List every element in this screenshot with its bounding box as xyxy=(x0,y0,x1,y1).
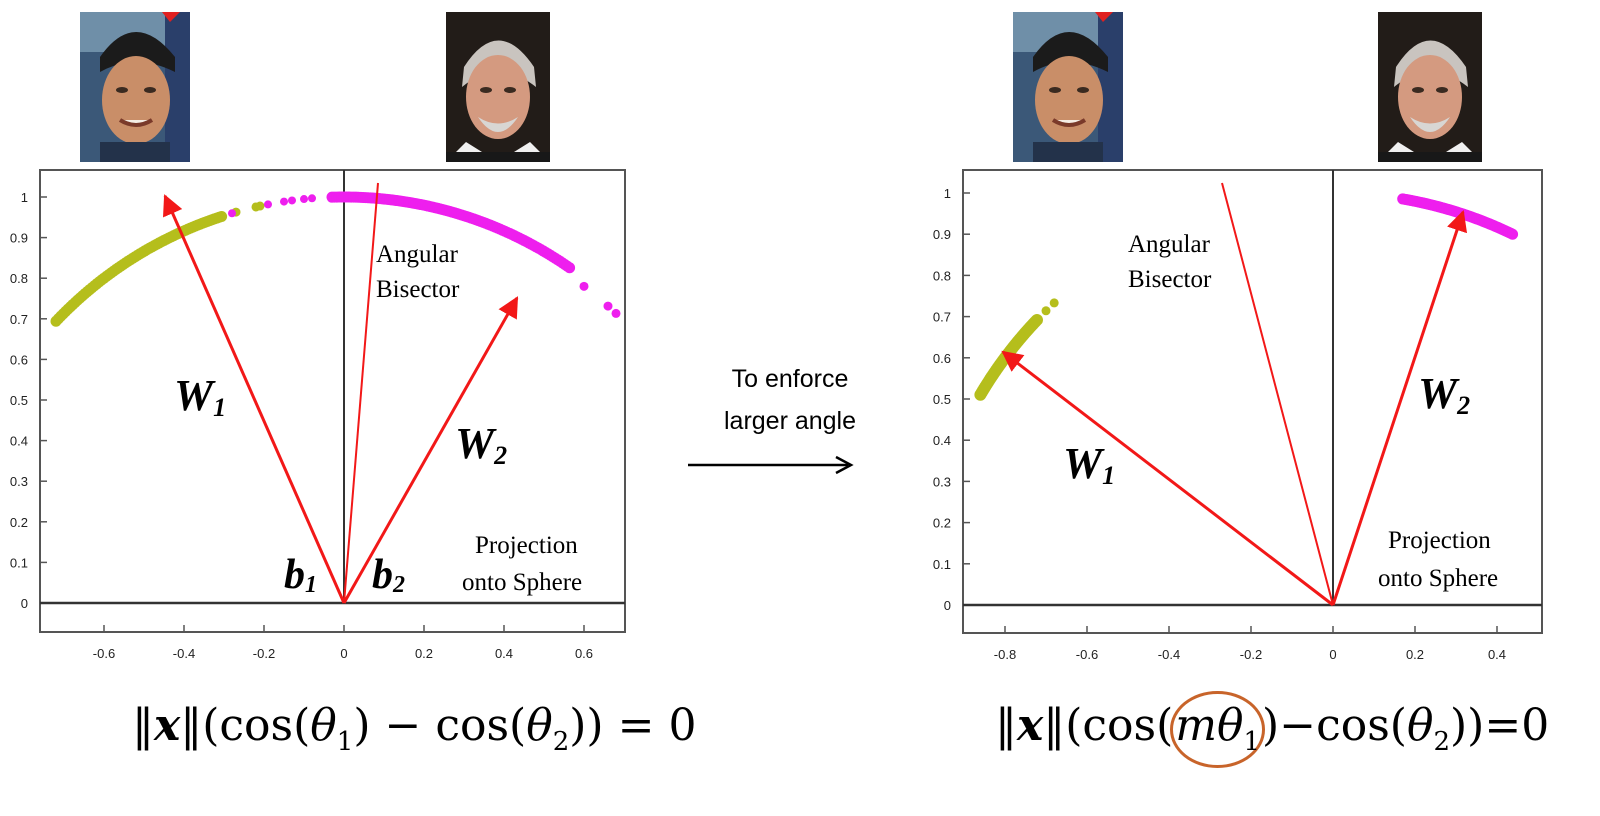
right-y-tick-label: 0.2 xyxy=(933,516,951,531)
left-w2-vector xyxy=(342,296,519,604)
left-x-tick-label: 0.4 xyxy=(495,646,513,661)
face-photo-class1-right xyxy=(1013,12,1123,162)
left-y-tick-label: 0.6 xyxy=(10,352,28,367)
right-plot-frame xyxy=(962,169,1543,634)
right-y-tick-label: 1 xyxy=(944,186,951,201)
transition-arrow-head xyxy=(835,455,854,475)
right-x-axis: -0.8 -0.6 -0.4 -0.2 0 0.2 0.4 xyxy=(994,626,1506,662)
left-x-tick-label: 0.2 xyxy=(415,646,433,661)
right-y-tick-label: 0 xyxy=(944,598,951,613)
class1-point xyxy=(255,201,265,211)
right-projection-label-line2: onto Sphere xyxy=(1378,565,1498,592)
right-w1-label: W1 xyxy=(1063,439,1115,490)
right-projection-label-line1: Projection xyxy=(1388,527,1491,554)
class2-point xyxy=(300,195,308,204)
right-x-tick-label: -0.6 xyxy=(1076,647,1098,662)
left-bisector-label-line1: Angular xyxy=(376,241,459,268)
left-b1-label: b1 xyxy=(284,552,317,598)
class1-point xyxy=(216,210,228,222)
right-point-clouds xyxy=(974,193,1519,401)
left-y-tick-label: 0.2 xyxy=(10,515,28,530)
left-w1-vector xyxy=(162,194,346,604)
class1-point xyxy=(1049,298,1059,308)
right-x-tick-label: 0.4 xyxy=(1488,647,1506,662)
class2-point xyxy=(603,301,613,311)
class1-point xyxy=(1041,306,1051,316)
left-y-tick-label: 0.5 xyxy=(10,393,28,408)
left-x-tick-label: -0.2 xyxy=(253,646,275,661)
right-angular-bisector-line xyxy=(1221,182,1334,606)
left-y-tick-label: 0.8 xyxy=(10,271,28,286)
transition-caption-line1: To enforce xyxy=(731,365,849,393)
left-y-axis: 0 0.1 0.2 0.3 0.4 0.5 0.6 0.7 0.8 0.9 1 xyxy=(10,190,47,611)
margin-highlight-circle: mθ1 xyxy=(1170,691,1266,768)
right-w2-label: W2 xyxy=(1418,369,1470,420)
right-x-tick-label: -0.2 xyxy=(1240,647,1262,662)
class2-point xyxy=(288,196,296,205)
left-y-tick-label: 0.3 xyxy=(10,474,28,489)
right-y-tick-label: 0.1 xyxy=(933,557,951,572)
face-photo-class2-right xyxy=(1378,12,1482,162)
right-x-tick-label: 0.2 xyxy=(1406,647,1424,662)
left-point-clouds xyxy=(50,191,621,327)
left-x-axis: -0.6 -0.4 -0.2 0 0.2 0.4 0.6 xyxy=(93,625,593,661)
left-y-tick-label: 0.7 xyxy=(10,312,28,327)
left-projection-label-line2: onto Sphere xyxy=(462,569,582,596)
class2-point xyxy=(280,197,288,206)
class2-point xyxy=(308,194,316,203)
transition-caption: To enforce larger angle xyxy=(660,358,920,442)
right-bisector-label-line1: Angular xyxy=(1128,231,1211,258)
right-y-tick-label: 0.8 xyxy=(933,268,951,283)
left-angular-bisector-line xyxy=(343,182,379,604)
left-bisector-label-line2: Bisector xyxy=(376,276,460,303)
left-y-tick-label: 0 xyxy=(21,596,28,611)
left-x-tick-label: 0.6 xyxy=(575,646,593,661)
left-y-tick-label: 1 xyxy=(21,190,28,205)
left-decision-boundary-formula: ‖x‖(cos(θ1) − cos(θ2)) = 0 xyxy=(132,700,697,757)
right-y-tick-label: 0.4 xyxy=(933,433,951,448)
left-plot-frame xyxy=(39,169,626,633)
left-w1-label: W1 xyxy=(174,371,226,422)
class2-point xyxy=(228,209,236,218)
right-y-tick-label: 0.6 xyxy=(933,351,951,366)
right-bisector-label-line2: Bisector xyxy=(1128,266,1212,293)
right-x-tick-label: 0 xyxy=(1329,647,1336,662)
face-photo-class1 xyxy=(80,12,190,162)
left-y-tick-label: 0.9 xyxy=(10,231,28,246)
class1-point xyxy=(1030,313,1043,326)
left-x-tick-label: -0.4 xyxy=(173,646,195,661)
class2-point xyxy=(611,308,621,318)
left-b2-label: b2 xyxy=(372,552,405,598)
right-x-tick-label: -0.8 xyxy=(994,647,1016,662)
left-x-tick-label: 0 xyxy=(340,646,347,661)
left-plot: 00.10.20.30.40.50.60.70.80.91 -0.6 -0.4 -0… xyxy=(10,169,626,661)
left-y-tick-label: 0.4 xyxy=(10,434,28,449)
right-y-tick-label: 0.7 xyxy=(933,310,951,325)
left-y-tick-label: 0.1 xyxy=(10,555,28,570)
left-w2-label: W2 xyxy=(455,419,507,470)
right-y-tick-label: 0.3 xyxy=(933,474,951,489)
class2-point xyxy=(1507,228,1519,240)
right-y-tick-label: 0.5 xyxy=(933,392,951,407)
class2-point xyxy=(579,281,589,291)
right-plot: 00.10.20.30.40.50.60.70.80.91 -0.8 -0.6 -0… xyxy=(933,169,1543,662)
right-decision-boundary-formula: ‖x‖(cos(mθ1)−cos(θ2))=0 xyxy=(995,691,1549,768)
right-x-tick-label: -0.4 xyxy=(1158,647,1180,662)
right-w1-vector xyxy=(1001,350,1334,607)
left-x-tick-label: -0.6 xyxy=(93,646,115,661)
right-y-tick-label: 0.9 xyxy=(933,227,951,242)
class2-point xyxy=(564,262,576,274)
class2-point xyxy=(264,200,272,209)
right-y-axis: 0 0.1 0.2 0.3 0.4 0.5 0.6 0.7 0.8 0.9 1 xyxy=(933,186,970,613)
face-photo-class2 xyxy=(446,12,550,162)
left-projection-label-line1: Projection xyxy=(475,532,578,559)
transition-caption-line2: larger angle xyxy=(723,407,857,435)
right-w2-vector xyxy=(1331,210,1468,606)
